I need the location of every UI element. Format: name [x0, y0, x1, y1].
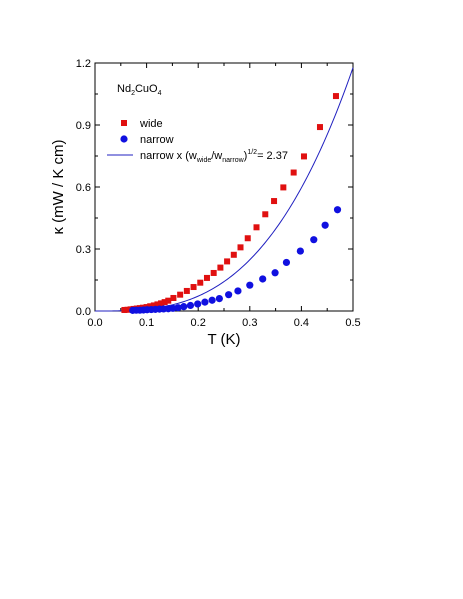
- wide-point: [280, 184, 287, 191]
- y-tick-label: 1.2: [76, 58, 91, 70]
- narrow-point: [215, 295, 223, 303]
- legend-label-narrow: narrow: [140, 134, 174, 146]
- wide-point: [210, 269, 217, 276]
- wide-point: [290, 169, 297, 176]
- y-tick-label: 0.3: [76, 244, 91, 256]
- wide-point: [150, 302, 157, 309]
- legend-marker-narrow: [120, 135, 128, 143]
- narrow-point: [246, 281, 254, 289]
- sample-label-mid: CuO: [135, 83, 158, 95]
- axis-ticks: [94, 62, 354, 312]
- wide-point: [332, 93, 339, 100]
- narrow-point: [234, 287, 242, 295]
- wide-point: [177, 291, 184, 298]
- wide-point: [154, 301, 161, 308]
- wide-point: [237, 244, 244, 251]
- wide-point: [224, 258, 231, 265]
- x-tick-label: 0.3: [242, 317, 257, 329]
- x-tick-label: 0.4: [294, 317, 309, 329]
- wide-point: [183, 287, 190, 294]
- x-tick-label: 0.2: [191, 317, 206, 329]
- fit-line: [95, 67, 354, 312]
- y-tick-label: 0.6: [76, 182, 91, 194]
- sample-label-sub2: 4: [158, 90, 162, 97]
- narrow-point: [225, 291, 233, 299]
- wide-point: [165, 297, 172, 304]
- wide-point: [217, 264, 224, 271]
- legend-label-fit: narrow x (wwide/wnarrow)1/2= 2.37: [140, 149, 288, 164]
- wide-point: [253, 224, 260, 231]
- narrow-point: [174, 304, 182, 312]
- wide-point: [262, 211, 269, 218]
- x-tick-label: 0.0: [87, 317, 102, 329]
- legend-fit-sup: 1/2: [247, 149, 257, 156]
- wide-point: [124, 306, 131, 313]
- narrow-point: [201, 298, 209, 306]
- legend: wide narrow narrow x (wwide/wnarrow)1/2=…: [107, 118, 288, 164]
- x-tick-label: 0.1: [139, 317, 154, 329]
- wide-point: [190, 284, 197, 291]
- legend-fit-suffix: = 2.37: [257, 150, 288, 162]
- sample-label: Nd2CuO4: [117, 83, 162, 97]
- wide-point: [203, 274, 210, 281]
- y-tick-label: 0.0: [76, 306, 91, 318]
- y-axis-title: κ (mW / K cm): [50, 140, 67, 235]
- legend-fit-sub1: wide: [196, 157, 212, 164]
- narrow-point: [310, 236, 318, 244]
- legend-marker-wide: [121, 120, 127, 126]
- legend-fit-mid: /w: [211, 150, 222, 162]
- wide-point: [230, 251, 237, 258]
- narrow-point: [186, 301, 195, 310]
- wide-point: [197, 279, 204, 286]
- legend-fit-sub2: narrow: [222, 157, 244, 164]
- wide-point: [161, 299, 168, 306]
- narrow-series: [129, 206, 342, 314]
- narrow-point: [208, 296, 216, 304]
- narrow-point: [259, 275, 267, 283]
- wide-point: [300, 153, 307, 160]
- narrow-point: [296, 247, 304, 255]
- sample-label-sub1: 2: [131, 90, 135, 97]
- narrow-point: [194, 300, 202, 308]
- wide-point: [316, 124, 323, 131]
- wide-point: [121, 306, 128, 313]
- narrow-point: [180, 303, 188, 311]
- wide-point: [271, 198, 278, 205]
- wide-point: [244, 235, 251, 242]
- legend-fit-prefix: narrow x (w: [140, 150, 197, 162]
- axis-tick-labels: 0.0 0.1 0.2 0.3 0.4 0.5 0.0 0.3 0.6 0.9 1.2: [76, 58, 361, 329]
- narrow-point: [271, 269, 279, 277]
- wide-point: [158, 300, 165, 307]
- narrow-point: [321, 221, 329, 229]
- legend-label-wide: wide: [139, 118, 163, 130]
- legend-fit-mid2: ): [244, 150, 248, 162]
- plot-frame: [94, 62, 354, 312]
- wide-point: [170, 294, 177, 301]
- y-tick-label: 0.9: [76, 120, 91, 132]
- x-axis-title: T (K): [207, 331, 240, 348]
- x-tick-label: 0.5: [345, 317, 360, 329]
- narrow-point: [282, 258, 291, 267]
- sample-label-prefix: Nd: [117, 83, 131, 95]
- narrow-point: [333, 206, 342, 214]
